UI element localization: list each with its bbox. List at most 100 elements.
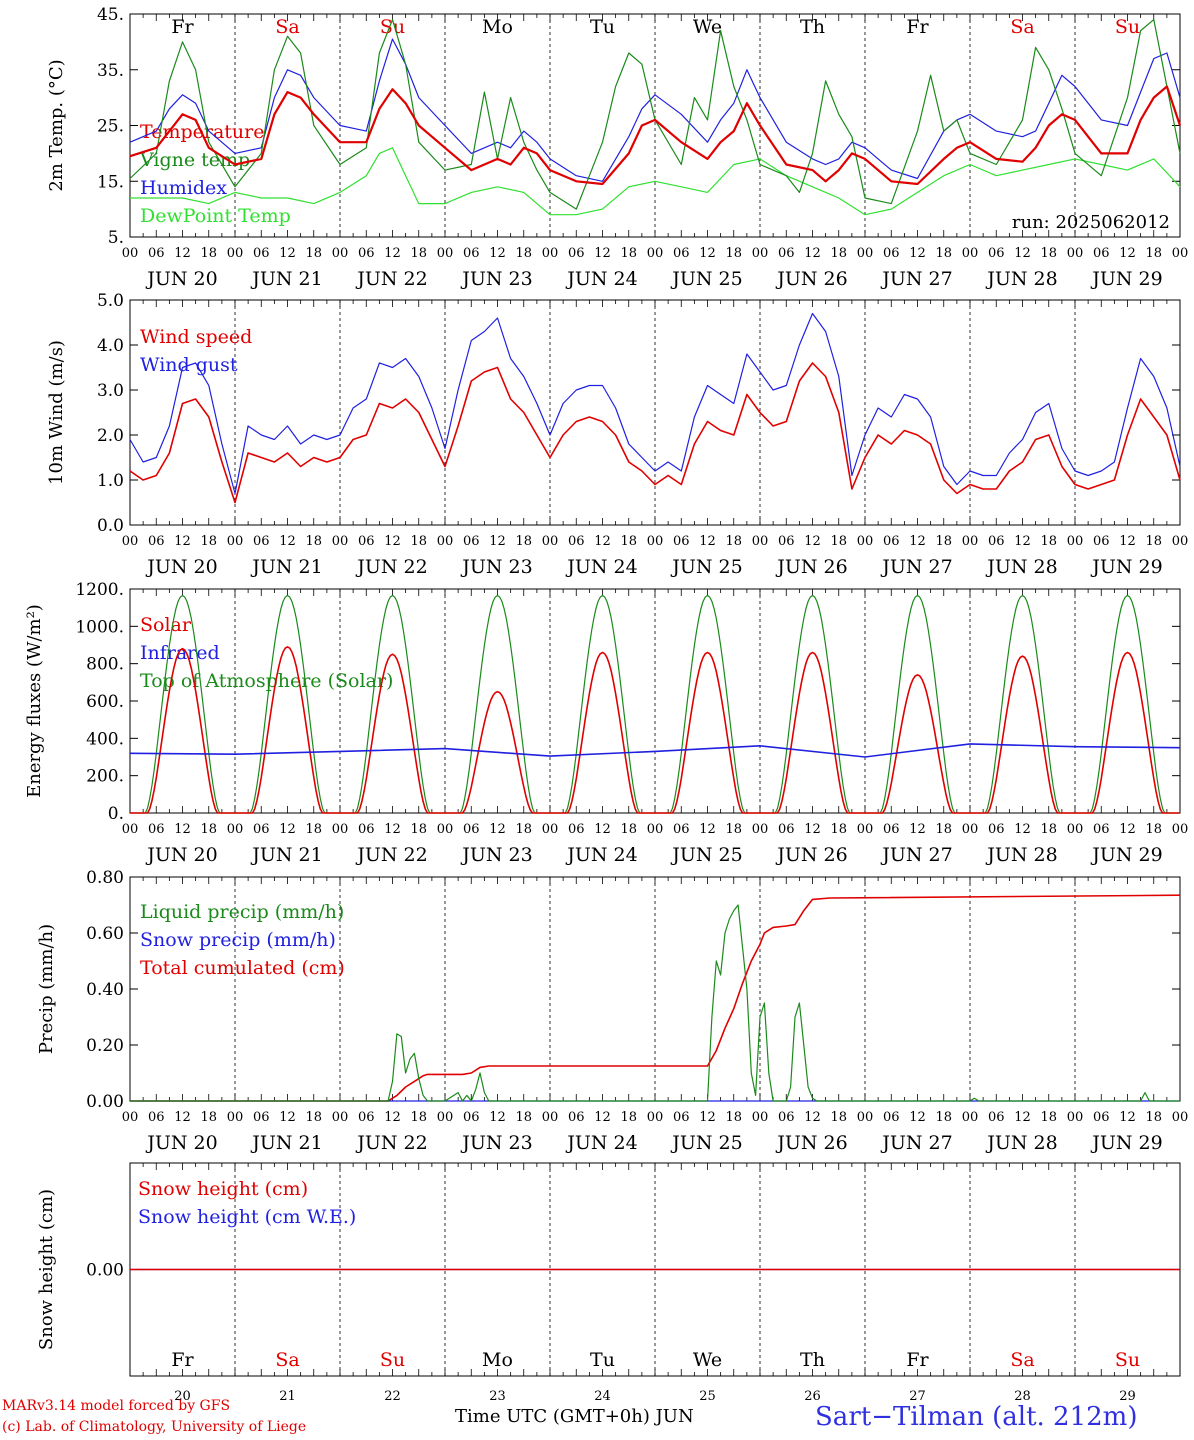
hour-tick-label: 12 — [594, 822, 611, 837]
panel-temperature: 5.15.25.35.45.2m Temp. (°C) TemperatureVi… — [46, 5, 1188, 290]
hour-tick-label: 06 — [148, 822, 165, 837]
weekday-label-bottom: Tu — [590, 1349, 615, 1371]
y-tick-label: 1.0 — [97, 471, 124, 491]
run-label: run: 2025062012 — [1012, 212, 1170, 233]
hour-tick-label: 06 — [778, 822, 795, 837]
y-tick-label: 1000. — [75, 617, 124, 637]
hour-tick-label: 06 — [883, 246, 900, 261]
hour-tick-label: 00 — [437, 246, 454, 261]
hour-tick-label: 00 — [332, 1110, 349, 1125]
weekday-label-bottom: We — [693, 1349, 722, 1371]
hour-tick-label: 18 — [725, 246, 742, 261]
hour-tick-label: 00 — [1067, 1110, 1084, 1125]
hour-tick-label: 12 — [384, 246, 401, 261]
hour-tick-label: 18 — [725, 534, 742, 549]
day-label: JUN 21 — [250, 1132, 322, 1154]
hour-tick-label: 18 — [935, 534, 952, 549]
hour-tick-label: 18 — [830, 534, 847, 549]
hour-tick-label: 12 — [174, 246, 191, 261]
weekday-label-bottom: Sa — [275, 1349, 299, 1371]
weekday-label-bottom: Su — [1115, 1349, 1140, 1371]
series-humidex — [129, 38, 1181, 182]
hour-tick-label: 00 — [647, 534, 664, 549]
hour-tick-label: 12 — [909, 822, 926, 837]
legend-entry: Total cumulated (cm) — [140, 957, 345, 979]
y-axis-label: 2m Temp. (°C) — [46, 59, 67, 191]
hour-tick-label: 06 — [778, 1110, 795, 1125]
y-tick-label: 25. — [97, 117, 124, 137]
hour-tick-label: 00 — [122, 1110, 139, 1125]
series-solar — [130, 645, 1180, 814]
hour-tick-label: 00 — [227, 246, 244, 261]
hour-tick-label: 06 — [148, 1110, 165, 1125]
day-label: JUN 26 — [775, 1132, 847, 1154]
hour-tick-label: 00 — [542, 534, 559, 549]
hour-tick-label: 00 — [437, 822, 454, 837]
hour-tick-label: 00 — [1067, 822, 1084, 837]
hour-tick-label: 06 — [568, 822, 585, 837]
day-label: JUN 22 — [355, 844, 427, 866]
hour-tick-label: 18 — [305, 246, 322, 261]
series-wind-speed — [129, 362, 1181, 504]
y-tick-label: 15. — [97, 172, 124, 192]
hour-tick-label: 18 — [935, 246, 952, 261]
hour-tick-label: 18 — [830, 1110, 847, 1125]
panel-energy: 0. 200. 400. 600. 800. 1000. 1200. Energy fluxe… — [24, 580, 1188, 866]
legend-entry: Snow height (cm) — [138, 1178, 308, 1200]
weekday-label-top: Su — [1115, 16, 1140, 38]
hour-tick-label: 12 — [174, 1110, 191, 1125]
day-label: JUN 23 — [460, 844, 532, 866]
hour-tick-label: 00 — [1172, 534, 1189, 549]
hour-tick-label: 18 — [1040, 246, 1057, 261]
hour-tick-label: 06 — [253, 1110, 270, 1125]
hour-tick-label: 18 — [1145, 1110, 1162, 1125]
hour-tick-label: 18 — [305, 822, 322, 837]
day-label: JUN 23 — [460, 556, 532, 578]
hour-tick-label: 12 — [594, 534, 611, 549]
y-tick-label: 5. — [108, 228, 124, 248]
y-tick-label: 0.40 — [86, 980, 124, 1000]
hour-tick-label: 06 — [568, 246, 585, 261]
day-label: JUN 25 — [670, 844, 742, 866]
series-temperature — [129, 85, 1182, 186]
hour-tick-label: 12 — [804, 246, 821, 261]
day-label: JUN 26 — [775, 268, 847, 290]
day-label: JUN 27 — [880, 844, 952, 866]
day-number-label: 28 — [1014, 1389, 1031, 1404]
day-label: JUN 29 — [1090, 268, 1162, 290]
legend-entry: Infrared — [140, 642, 220, 664]
hour-tick-label: 06 — [1093, 822, 1110, 837]
y-tick-label: 0.0 — [97, 516, 124, 536]
hour-tick-label: 12 — [279, 1110, 296, 1125]
hour-tick-label: 06 — [673, 822, 690, 837]
y-tick-label: 3.0 — [97, 381, 124, 401]
hour-tick-label: 18 — [305, 534, 322, 549]
hour-tick-label: 00 — [1172, 246, 1189, 261]
hour-tick-label: 06 — [988, 246, 1005, 261]
hour-tick-label: 00 — [332, 534, 349, 549]
day-label: JUN 21 — [250, 556, 322, 578]
legend-entry: Wind speed — [140, 326, 252, 348]
day-label: JUN 29 — [1090, 556, 1162, 578]
hour-tick-label: 12 — [594, 1110, 611, 1125]
hour-tick-label: 00 — [1067, 534, 1084, 549]
hour-tick-label: 06 — [358, 246, 375, 261]
hour-tick-label: 06 — [1093, 246, 1110, 261]
hour-tick-label: 18 — [620, 246, 637, 261]
y-tick-label: 400. — [86, 729, 124, 749]
y-axis-label: Precip (mm/h) — [36, 924, 57, 1054]
weekday-label-bottom: Su — [380, 1349, 405, 1371]
hour-tick-label: 00 — [962, 534, 979, 549]
hour-tick-label: 06 — [253, 822, 270, 837]
day-label: JUN 20 — [145, 556, 217, 578]
day-number-label: 20 — [174, 1389, 191, 1404]
legend-entry: Snow height (cm W.E.) — [138, 1206, 356, 1228]
hour-tick-label: 12 — [1014, 246, 1031, 261]
weekday-label-top: Sa — [275, 16, 299, 38]
hour-tick-label: 00 — [227, 1110, 244, 1125]
hour-tick-label: 06 — [883, 534, 900, 549]
hour-tick-label: 00 — [332, 246, 349, 261]
y-tick-label: 0.60 — [86, 924, 124, 944]
hour-tick-label: 06 — [148, 246, 165, 261]
